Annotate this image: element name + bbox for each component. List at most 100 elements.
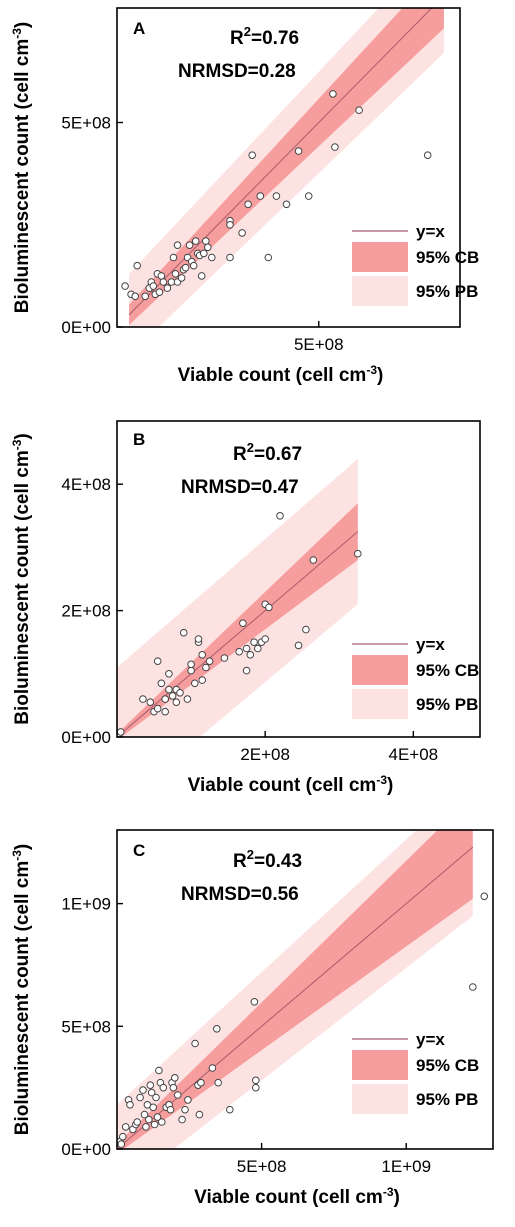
data-point: [200, 249, 208, 258]
data-point: [302, 625, 310, 634]
panel-letter: C: [133, 841, 145, 860]
legend-pb-swatch: [352, 689, 408, 719]
data-point: [189, 261, 198, 270]
data-point: [304, 192, 313, 200]
y-tick-label: 5E+08: [61, 114, 111, 133]
data-point: [158, 1118, 166, 1126]
r-squared-label: R2=0.76: [230, 24, 299, 49]
data-point: [177, 274, 186, 282]
r-squared-label: R2=0.67: [233, 440, 302, 465]
y-tick-label: 0E+00: [61, 318, 111, 337]
legend-label-line: y=x: [416, 222, 445, 241]
data-point: [169, 1083, 178, 1092]
data-point: [159, 1083, 168, 1092]
data-point: [242, 666, 251, 675]
data-point: [198, 651, 206, 659]
data-point: [226, 221, 234, 229]
data-point: [155, 288, 164, 297]
data-point: [121, 1123, 130, 1131]
data-point: [205, 657, 214, 666]
data-point: [161, 707, 169, 716]
y-tick-label: 1E+09: [61, 895, 111, 914]
data-point: [141, 292, 149, 301]
data-point: [149, 1103, 157, 1112]
data-point: [204, 243, 212, 252]
data-point: [265, 603, 273, 612]
data-point: [133, 1118, 141, 1126]
data-point: [191, 679, 199, 688]
data-point: [176, 689, 184, 697]
data-point: [187, 660, 195, 669]
y-tick-label: 5E+08: [61, 1017, 111, 1036]
data-point: [253, 644, 262, 653]
data-point: [150, 1120, 159, 1129]
data-point: [121, 282, 129, 290]
legend-label-line: y=x: [416, 1030, 445, 1049]
data-point: [250, 638, 258, 647]
x-tick-label: 4E+08: [389, 745, 439, 764]
x-tick-label: 5E+08: [294, 335, 344, 354]
data-point: [179, 628, 188, 637]
data-point: [183, 695, 192, 703]
data-point: [119, 1132, 127, 1141]
y-tick-label: 0E+00: [61, 728, 111, 747]
data-point: [139, 695, 147, 703]
data-point: [165, 685, 173, 694]
data-point: [252, 1076, 260, 1085]
data-point: [172, 698, 181, 707]
data-point: [202, 237, 210, 245]
data-point: [169, 253, 178, 262]
data-point: [248, 151, 256, 159]
data-point: [329, 90, 337, 98]
data-point: [131, 292, 139, 301]
data-point: [191, 1039, 199, 1048]
data-point: [185, 241, 194, 249]
data-point: [157, 272, 166, 280]
data-point: [173, 241, 182, 249]
data-point: [480, 892, 489, 901]
data-point: [161, 695, 169, 703]
data-point: [220, 654, 229, 662]
data-point: [149, 282, 158, 290]
y-axis-title: Bioluminescent count (cell cm-3): [10, 433, 33, 725]
data-point: [242, 644, 251, 653]
data-point: [153, 704, 162, 713]
data-point: [214, 1078, 222, 1087]
legend: y=x 95% CB 95% PB: [352, 222, 479, 306]
data-point: [309, 556, 318, 564]
data-point: [282, 200, 291, 209]
data-point: [153, 657, 162, 666]
x-tick-label: 1E+09: [381, 1157, 431, 1176]
data-point: [197, 1078, 205, 1087]
data-point: [264, 253, 273, 262]
data-point: [133, 261, 141, 270]
data-point: [171, 1074, 179, 1082]
data-point: [153, 1113, 162, 1121]
x-axis-title: Viable count (cell cm-3): [178, 363, 384, 386]
plot-frame: [116, 7, 461, 328]
data-point: [136, 1093, 144, 1102]
identity-line: [128, 8, 433, 316]
data-point: [142, 1123, 150, 1131]
data-point: [157, 679, 166, 688]
data-point: [159, 278, 168, 286]
data-point: [166, 1105, 175, 1114]
data-point: [355, 106, 363, 114]
data-point: [198, 676, 206, 684]
data-point: [146, 1081, 155, 1089]
prediction-band: [117, 458, 358, 737]
legend-label-pb: 95% PB: [416, 695, 478, 714]
legend: y=x 95% CB 95% PB: [352, 635, 479, 719]
plot-frame: [116, 420, 481, 738]
data-point: [226, 253, 234, 262]
nrmsd-label: NRMSD=0.56: [181, 884, 299, 905]
legend-pb-swatch: [352, 276, 408, 306]
confidence-band: [117, 503, 358, 737]
data-point: [294, 641, 303, 650]
data-point: [140, 1110, 149, 1119]
data-point: [239, 619, 247, 628]
data-point: [155, 1066, 163, 1075]
data-point: [276, 512, 284, 520]
data-point: [213, 1025, 221, 1033]
